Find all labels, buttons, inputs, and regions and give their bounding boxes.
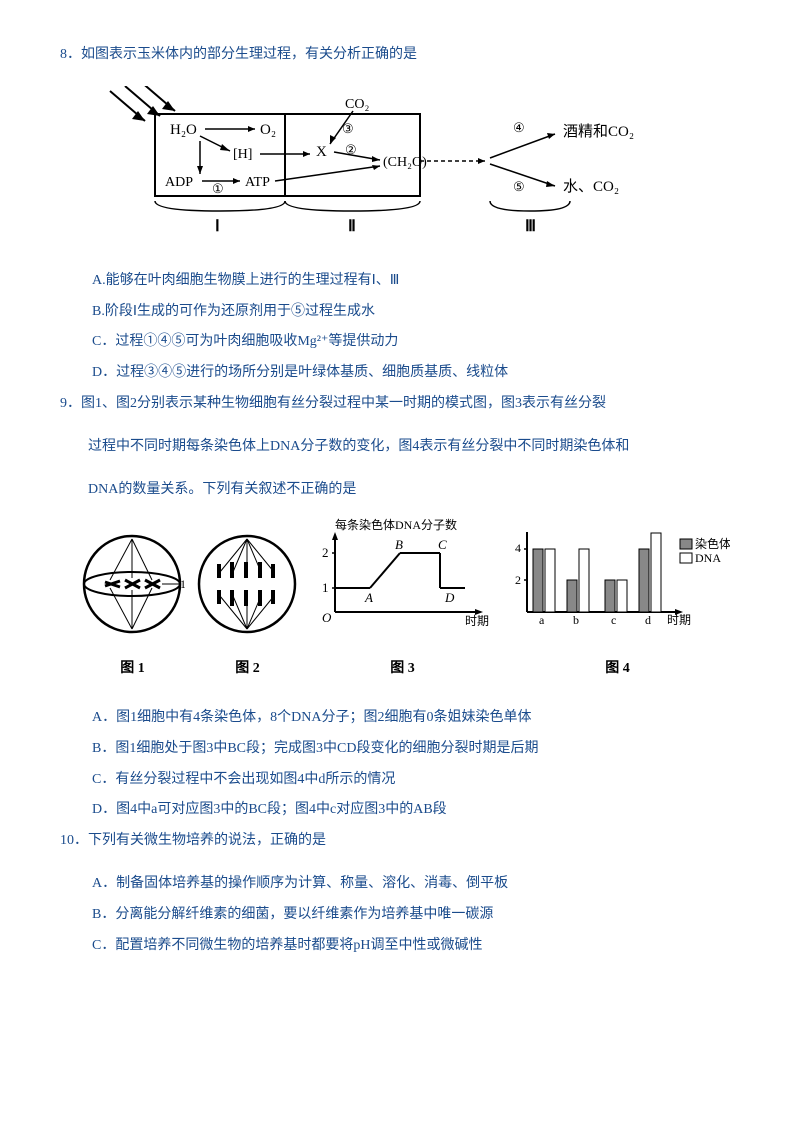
q10-prompt: 10．下列有关微生物培养的说法，正确的是 — [60, 826, 740, 857]
q10-optC: C．配置培养不同微生物的培养基时都要将pH调至中性或微碱性 — [60, 931, 740, 962]
svg-text:CO₂: CO₂ — [345, 97, 369, 112]
svg-text:③: ③ — [342, 121, 354, 136]
svg-text:Ⅲ: Ⅲ — [525, 218, 536, 235]
svg-text:时期: 时期 — [667, 613, 691, 627]
q9-optA: A．图1细胞中有4条染色体，8个DNA分子；图2细胞有0条姐妹染色单体 — [60, 703, 740, 734]
svg-text:A: A — [364, 590, 373, 605]
svg-text:⑤: ⑤ — [513, 179, 525, 194]
svg-text:X: X — [316, 144, 327, 160]
q9-prompt1: 9．图1、图2分别表示某种生物细胞有丝分裂过程中某一时期的模式图，图3表示有丝分… — [60, 389, 740, 420]
q8-optD: D．过程③④⑤进行的场所分别是叶绿体基质、细胞质基质、线粒体 — [60, 358, 740, 389]
svg-text:(CH₂O): (CH₂O) — [383, 155, 427, 170]
q9-figures: 1 图 1 图 — [80, 517, 740, 685]
svg-text:④: ④ — [513, 120, 525, 135]
svg-text:ATP: ATP — [245, 175, 270, 190]
q9-prompt3: DNA的数量关系。下列有关叙述不正确的是 — [60, 475, 740, 506]
svg-text:ADP: ADP — [165, 175, 193, 190]
q8-diagram: H₂O O₂ [H] ADP ① ATP CO₂ ③ X ② (CH₂O) — [100, 86, 740, 246]
svg-text:每条染色体DNA分子数: 每条染色体DNA分子数 — [335, 517, 457, 532]
svg-text:1: 1 — [180, 577, 185, 591]
svg-text:b: b — [573, 613, 579, 627]
q8-prompt: 8．如图表示玉米体内的部分生理过程，有关分析正确的是 — [60, 40, 740, 71]
q9-optC: C．有丝分裂过程中不会出现如图4中d所示的情况 — [60, 765, 740, 796]
svg-text:c: c — [611, 613, 616, 627]
svg-text:酒精和CO₂: 酒精和CO₂ — [563, 123, 634, 140]
svg-text:Ⅱ: Ⅱ — [348, 218, 356, 235]
q8-optC: C．过程①④⑤可为叶肉细胞吸收Mg²⁺等提供动力 — [60, 327, 740, 358]
svg-text:时期: 时期 — [465, 614, 489, 628]
svg-text:[H]: [H] — [233, 147, 252, 162]
svg-text:C: C — [438, 537, 447, 552]
svg-text:2: 2 — [515, 573, 521, 587]
svg-text:D: D — [444, 590, 455, 605]
svg-text:B: B — [395, 537, 403, 552]
svg-text:染色体: 染色体 — [695, 536, 730, 551]
q10-optB: B．分离能分解纤维素的细菌，要以纤维素作为培养基中唯一碳源 — [60, 900, 740, 931]
q9-optB: B．图1细胞处于图3中BC段；完成图3中CD段变化的细胞分裂时期是后期 — [60, 734, 740, 765]
q8-optA: A.能够在叶肉细胞生物膜上进行的生理过程有Ⅰ、Ⅲ — [60, 266, 740, 297]
svg-text:1: 1 — [322, 580, 329, 595]
svg-text:d: d — [645, 613, 651, 627]
svg-text:H₂O: H₂O — [170, 122, 197, 138]
svg-text:O: O — [322, 610, 332, 625]
q9-optD: D．图4中a可对应图3中的BC段；图4中c对应图3中的AB段 — [60, 795, 740, 826]
svg-text:Ⅰ: Ⅰ — [215, 218, 220, 235]
svg-text:a: a — [539, 613, 545, 627]
svg-text:4: 4 — [515, 541, 521, 555]
svg-text:O₂: O₂ — [260, 122, 276, 138]
svg-text:水、CO₂: 水、CO₂ — [563, 178, 619, 195]
q9-prompt2: 过程中不同时期每条染色体上DNA分子数的变化，图4表示有丝分裂中不同时期染色体和 — [60, 432, 740, 463]
svg-text:2: 2 — [322, 545, 329, 560]
q10-optA: A．制备固体培养基的操作顺序为计算、称量、溶化、消毒、倒平板 — [60, 869, 740, 900]
q8-optB: B.阶段Ⅰ生成的可作为还原剂用于⑤过程生成水 — [60, 297, 740, 328]
svg-text:①: ① — [212, 181, 224, 196]
svg-text:DNA: DNA — [695, 551, 721, 565]
